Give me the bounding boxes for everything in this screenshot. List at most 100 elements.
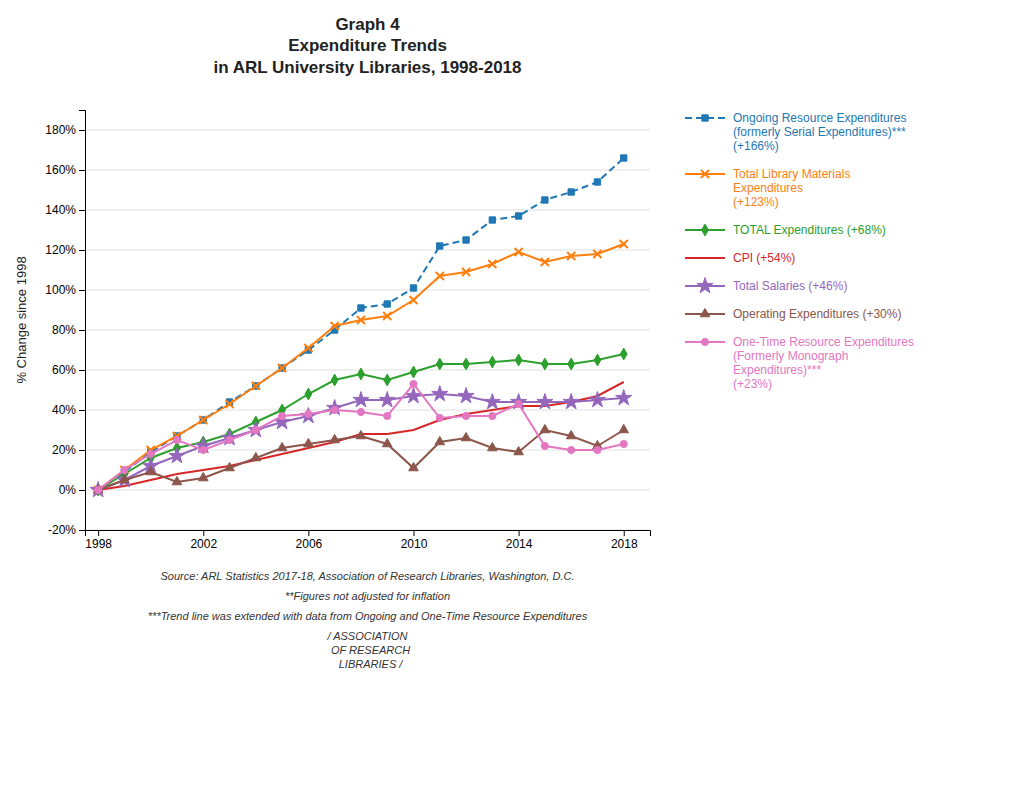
tick-label: 80% bbox=[52, 323, 76, 337]
point-marker bbox=[488, 442, 498, 450]
series-line bbox=[98, 354, 624, 490]
grid-line bbox=[85, 210, 650, 211]
legend-label: CPI (+54%) bbox=[733, 251, 795, 265]
grid-line bbox=[85, 410, 650, 411]
point-marker bbox=[226, 436, 233, 443]
point-marker bbox=[358, 368, 365, 380]
point-marker bbox=[568, 358, 575, 370]
x-axis: 199820022006201020142018 bbox=[85, 530, 650, 551]
tick-mark bbox=[413, 530, 414, 536]
tick-mark bbox=[79, 410, 85, 411]
point-marker bbox=[95, 487, 101, 493]
point-marker bbox=[489, 356, 496, 368]
point-marker bbox=[619, 424, 629, 432]
legend-label-line: Ongoing Resource Expenditures bbox=[733, 111, 906, 125]
point-marker bbox=[120, 474, 130, 482]
point-marker bbox=[594, 446, 601, 453]
tick-mark bbox=[624, 530, 625, 536]
grid-line bbox=[85, 330, 650, 331]
tick: 2006 bbox=[296, 530, 323, 551]
grid-line bbox=[85, 250, 650, 251]
legend-label: Ongoing Resource Expenditures(formerly S… bbox=[733, 111, 906, 153]
point-marker bbox=[146, 466, 156, 474]
point-marker bbox=[409, 462, 419, 470]
point-marker bbox=[353, 392, 369, 407]
tick-mark bbox=[203, 530, 204, 536]
legend-label: Total Library MaterialsExpenditures(+123… bbox=[733, 167, 850, 209]
point-marker bbox=[620, 440, 627, 447]
point-marker bbox=[252, 426, 259, 433]
legend-label-line: Total Salaries (+46%) bbox=[733, 279, 847, 293]
point-marker bbox=[436, 414, 443, 421]
point-marker bbox=[358, 305, 364, 311]
tick-label: 140% bbox=[45, 203, 76, 217]
legend-label-line: (formerly Serial Expenditures)*** bbox=[733, 125, 906, 139]
legend-label: TOTAL Expenditures (+68%) bbox=[733, 223, 886, 237]
y-axis-label: % Change since 1998 bbox=[14, 256, 29, 383]
point-marker bbox=[563, 394, 579, 409]
point-marker bbox=[436, 358, 443, 370]
tick: -20% bbox=[48, 523, 85, 537]
point-marker bbox=[566, 430, 576, 438]
tick-mark bbox=[79, 530, 85, 531]
point-marker bbox=[568, 189, 574, 195]
series bbox=[95, 155, 627, 493]
tick: 2018 bbox=[611, 530, 638, 551]
tick-label: -20% bbox=[48, 523, 76, 537]
legend-marker bbox=[702, 115, 708, 121]
point-marker bbox=[463, 358, 470, 370]
legend-label-line: Expenditures bbox=[733, 181, 803, 195]
tick-mark bbox=[79, 370, 85, 371]
point-marker bbox=[304, 344, 312, 352]
annotation-line: **Figures not adjusted for inflation bbox=[285, 590, 450, 602]
grid-line bbox=[85, 490, 650, 491]
legend-marker bbox=[702, 224, 709, 236]
legend-label: One-Time Resource Expenditures(Formerly … bbox=[733, 335, 914, 391]
tick-label: 0% bbox=[59, 483, 77, 497]
series-line bbox=[98, 244, 624, 490]
point-marker bbox=[331, 322, 339, 330]
title-line: in ARL University Libraries, 1998-2018 bbox=[213, 58, 521, 77]
point-marker bbox=[279, 365, 285, 371]
legend-item: Total Library MaterialsExpenditures(+123… bbox=[685, 167, 850, 209]
point-marker bbox=[463, 237, 469, 243]
annotation-line: ***Trend line was extended with data fro… bbox=[148, 610, 588, 622]
point-marker bbox=[93, 484, 103, 492]
point-marker bbox=[384, 374, 391, 386]
series-line bbox=[98, 158, 624, 490]
point-marker bbox=[621, 155, 627, 161]
series bbox=[95, 380, 628, 493]
point-marker bbox=[278, 364, 286, 372]
series bbox=[95, 348, 627, 496]
legend-marker bbox=[701, 338, 708, 345]
tick: 2010 bbox=[401, 530, 428, 551]
point-marker bbox=[121, 466, 128, 473]
tick: 120% bbox=[45, 243, 85, 257]
legend-item: CPI (+54%) bbox=[685, 251, 795, 265]
point-marker bbox=[327, 400, 343, 415]
point-marker bbox=[384, 301, 390, 307]
title-line: Graph 4 bbox=[335, 15, 400, 34]
point-marker bbox=[541, 258, 549, 266]
legend: Ongoing Resource Expenditures(formerly S… bbox=[685, 111, 914, 391]
legend-marker bbox=[697, 278, 713, 293]
grid-line bbox=[85, 130, 650, 131]
point-marker bbox=[462, 412, 469, 419]
tick-mark bbox=[519, 530, 520, 536]
tick-mark bbox=[79, 330, 85, 331]
point-marker bbox=[489, 217, 495, 223]
legend-item: Total Salaries (+46%) bbox=[685, 278, 847, 294]
tick-label: 120% bbox=[45, 243, 76, 257]
axis-line bbox=[79, 111, 86, 531]
annotation-line: Source: ARL Statistics 2017-18, Associat… bbox=[161, 570, 575, 582]
point-marker bbox=[225, 400, 233, 408]
annotation: / ASSOCIATION OF RESEARCH LIBRARIES / bbox=[325, 630, 410, 670]
point-marker bbox=[94, 486, 102, 494]
annotations: Source: ARL Statistics 2017-18, Associat… bbox=[148, 570, 588, 670]
legend-item: Ongoing Resource Expenditures(formerly S… bbox=[685, 111, 906, 153]
annotation: Source: ARL Statistics 2017-18, Associat… bbox=[161, 570, 575, 582]
point-marker bbox=[173, 436, 180, 443]
axis-line bbox=[86, 531, 651, 537]
point-marker bbox=[620, 348, 627, 360]
point-marker bbox=[515, 400, 522, 407]
